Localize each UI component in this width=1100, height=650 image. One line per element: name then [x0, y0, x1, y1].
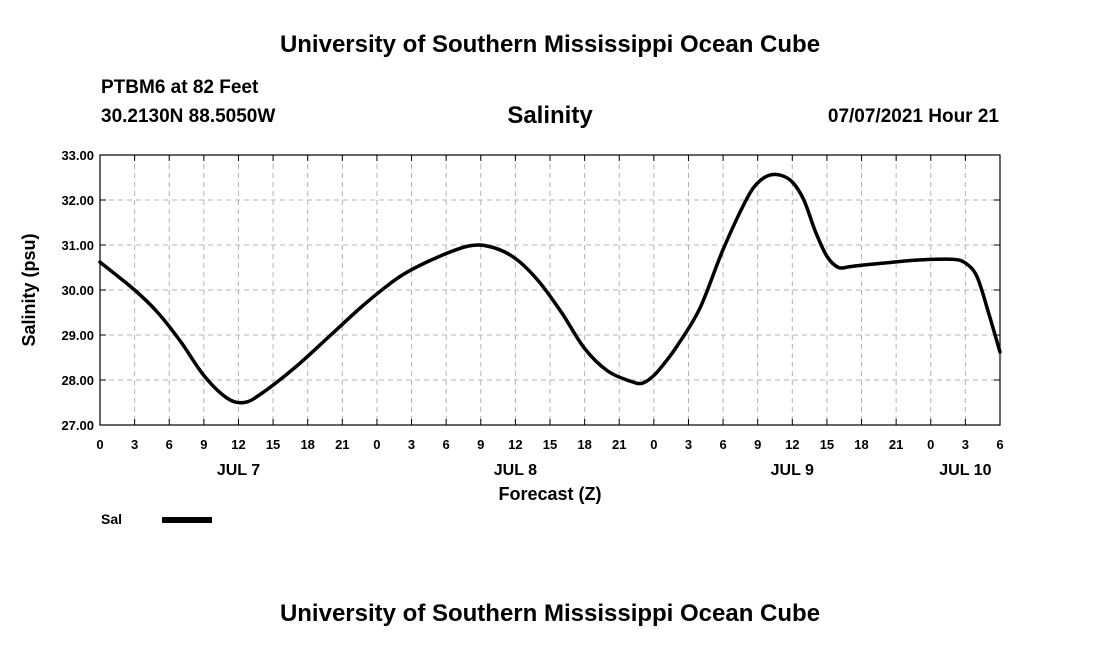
x-tick-label: 21 — [612, 437, 626, 452]
x-tick-label: 21 — [335, 437, 349, 452]
grid-lines — [100, 155, 1000, 425]
series-line-sal — [98, 172, 1002, 405]
y-axis-title: Salinity (psu) — [19, 233, 39, 346]
y-tick-label: 33.00 — [61, 148, 94, 163]
forecast-datetime: 07/07/2021 Hour 21 — [827, 106, 999, 127]
x-tick-label: 15 — [820, 437, 834, 452]
x-tick-label: 6 — [166, 437, 173, 452]
x-tick-label: 18 — [854, 437, 868, 452]
legend-label: Sal — [101, 511, 122, 527]
x-tick-label: 12 — [231, 437, 245, 452]
plot-frame — [99, 154, 1001, 426]
legend: Sal — [101, 511, 212, 527]
y-tick-label: 27.00 — [61, 418, 94, 433]
x-tick-label: 0 — [927, 437, 934, 452]
station-name: PTBM6 at 82 Feet — [101, 77, 259, 98]
footer-title: University of Southern Mississippi Ocean… — [279, 600, 821, 627]
x-tick-label: 0 — [650, 437, 657, 452]
chart-title: University of Southern Mississippi Ocean… — [279, 31, 821, 58]
variable-title: Salinity — [507, 102, 593, 129]
axes: 0 3 6 9 12 15 18 21 0 3 6 9 12 15 18 21 0 3 6 9 12 15 18 21 0 3 6 2… — [19, 148, 1004, 504]
day-label: JUL 7 — [217, 462, 260, 479]
y-tick-label: 28.00 — [61, 373, 94, 388]
x-tick-label: 15 — [543, 437, 557, 452]
x-tick-label: 3 — [131, 437, 138, 452]
x-tick-label: 12 — [785, 437, 799, 452]
x-tick-label: 9 — [200, 437, 207, 452]
x-tick-label: 6 — [719, 437, 726, 452]
x-tick-label: 18 — [577, 437, 591, 452]
day-label: JUL 8 — [494, 462, 537, 479]
x-tick-label: 15 — [266, 437, 280, 452]
x-tick-label: 6 — [443, 437, 450, 452]
day-label: JUL 9 — [771, 462, 814, 479]
x-tick-label: 18 — [300, 437, 314, 452]
y-tick-label: 32.00 — [61, 193, 94, 208]
x-axis-title: Forecast (Z) — [498, 484, 601, 504]
x-tick-label: 9 — [477, 437, 484, 452]
y-tick-label: 30.00 — [61, 283, 94, 298]
y-tick-label: 31.00 — [61, 238, 94, 253]
y-tick-label: 29.00 — [61, 328, 94, 343]
series-group — [98, 172, 1002, 405]
x-tick-label: 0 — [96, 437, 103, 452]
day-label: JUL 10 — [939, 462, 991, 479]
x-tick-label: 3 — [685, 437, 692, 452]
x-tick-label: 3 — [962, 437, 969, 452]
x-tick-label: 3 — [408, 437, 415, 452]
station-coordinates: 30.2130N 88.5050W — [101, 106, 276, 127]
x-tick-label: 9 — [754, 437, 761, 452]
x-tick-label: 6 — [996, 437, 1003, 452]
x-tick-label: 21 — [889, 437, 903, 452]
x-tick-label: 12 — [508, 437, 522, 452]
x-tick-label: 0 — [373, 437, 380, 452]
